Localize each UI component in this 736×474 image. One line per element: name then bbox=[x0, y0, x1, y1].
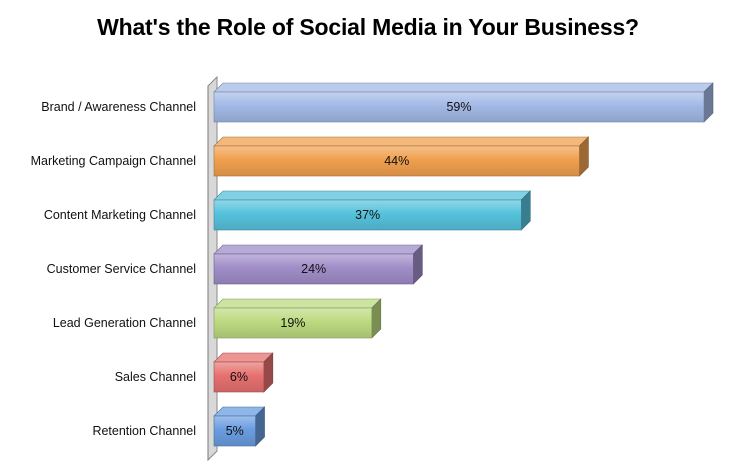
category-label: Marketing Campaign Channel bbox=[31, 154, 196, 168]
bar: 19% bbox=[213, 298, 382, 339]
data-label: 37% bbox=[355, 208, 380, 222]
bar-front-face bbox=[213, 91, 705, 123]
category-label: Brand / Awareness Channel bbox=[41, 100, 196, 114]
bar-front-face bbox=[213, 253, 414, 285]
category-label: Sales Channel bbox=[115, 370, 196, 384]
bar-front-face bbox=[213, 199, 522, 231]
category-label: Retention Channel bbox=[92, 424, 196, 438]
bar-front-face bbox=[213, 361, 265, 393]
bars-group: 59% 44% 37% 24% 19% 6% 5% bbox=[213, 82, 714, 447]
category-labels: Brand / Awareness Channel Marketing Campa… bbox=[31, 100, 196, 438]
bar-top-face bbox=[213, 82, 714, 93]
bar-top-face bbox=[213, 190, 532, 201]
data-label: 5% bbox=[226, 424, 244, 438]
bar-top-face bbox=[213, 136, 590, 147]
category-label: Customer Service Channel bbox=[47, 262, 196, 276]
bar: 24% bbox=[213, 244, 424, 285]
category-label: Content Marketing Channel bbox=[44, 208, 196, 222]
data-label: 24% bbox=[301, 262, 326, 276]
bar: 6% bbox=[213, 352, 274, 393]
data-label: 6% bbox=[230, 370, 248, 384]
bar: 37% bbox=[213, 190, 532, 231]
bar-front-face bbox=[213, 145, 580, 177]
bar-top-face bbox=[213, 244, 424, 255]
chart-title: What's the Role of Social Media in Your … bbox=[97, 14, 639, 40]
bar: 44% bbox=[213, 136, 590, 177]
category-label: Lead Generation Channel bbox=[53, 316, 196, 330]
bar: 59% bbox=[213, 82, 714, 123]
data-label: 19% bbox=[280, 316, 305, 330]
data-label: 44% bbox=[384, 154, 409, 168]
bar-front-face bbox=[213, 415, 256, 447]
bar-top-face bbox=[213, 352, 274, 363]
bar-top-face bbox=[213, 298, 382, 309]
bar-front-face bbox=[213, 307, 373, 339]
data-label: 59% bbox=[446, 100, 471, 114]
bar: 5% bbox=[213, 406, 266, 447]
